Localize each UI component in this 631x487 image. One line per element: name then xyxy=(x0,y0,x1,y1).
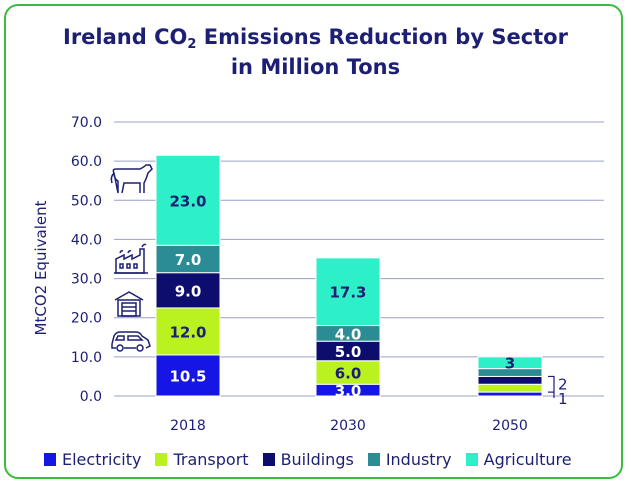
bar-segment xyxy=(477,375,543,385)
house-icon xyxy=(114,291,144,317)
y-tick-label: 30.0 xyxy=(71,272,102,288)
data-label: 12.0 xyxy=(169,323,206,341)
data-label: 4.0 xyxy=(335,325,362,343)
legend-item: Agriculture xyxy=(465,449,572,469)
legend-swatch xyxy=(465,452,478,466)
title-line1-post: Emissions Reduction by Sector xyxy=(196,25,568,49)
data-label: 23.0 xyxy=(169,192,206,210)
data-label: 3.0 xyxy=(335,382,362,400)
data-label: 10.5 xyxy=(169,367,206,385)
y-tick-label: 10.0 xyxy=(71,350,102,366)
legend-swatch xyxy=(44,452,56,466)
y-tick-label: 60.0 xyxy=(71,154,102,170)
y-tick-label: 40.0 xyxy=(71,232,102,248)
legend-swatch xyxy=(155,452,168,466)
data-label: 9.0 xyxy=(175,282,202,300)
bar-segment xyxy=(477,391,543,397)
x-tick-label: 2030 xyxy=(330,418,366,434)
bar-segment xyxy=(155,244,221,274)
bar-segment xyxy=(155,307,221,356)
x-tick-label: 2050 xyxy=(492,418,528,434)
factory-icon xyxy=(114,243,148,274)
bar-segment xyxy=(477,383,543,393)
data-label: 5.0 xyxy=(335,343,362,361)
legend-swatch xyxy=(262,452,275,466)
y-tick-label: 20.0 xyxy=(71,311,102,327)
legend-label: Electricity xyxy=(62,449,142,469)
x-tick-label: 2018 xyxy=(170,418,206,434)
legend-label: Transport xyxy=(173,449,249,469)
title-subscript: 2 xyxy=(187,37,197,52)
annotation-label: 2 xyxy=(558,375,568,393)
chart-frame xyxy=(4,4,623,479)
cow-icon xyxy=(110,164,153,194)
car-icon xyxy=(111,331,151,352)
y-tick-label: 0.0 xyxy=(80,389,102,405)
data-label: 7.0 xyxy=(175,251,202,269)
title-line2: in Million Tons xyxy=(230,55,401,79)
legend-item: Electricity xyxy=(44,450,141,469)
bracket-mark xyxy=(548,375,555,393)
data-label: 3 xyxy=(505,355,515,373)
annotation-label: 1 xyxy=(558,390,568,408)
legend-item: Industry xyxy=(367,449,452,469)
y-tick-label: 50.0 xyxy=(71,193,102,209)
y-axis-label: MtCO2 Equivalent xyxy=(32,200,50,335)
legend-label: Agriculture xyxy=(483,449,572,469)
bracket-mark xyxy=(548,391,555,398)
legend-label: Industry xyxy=(385,449,452,469)
legend-swatch xyxy=(367,452,380,466)
chart-legend: Electricity Transport Buildings Industry Agr… xyxy=(44,449,572,469)
data-label: 6.0 xyxy=(335,365,362,383)
y-tick-label: 70.0 xyxy=(71,115,102,131)
legend-item: Transport xyxy=(155,449,249,469)
chart-title: Ireland CO2 Emissions Reduction by Secto… xyxy=(0,22,631,82)
title-line1-pre: Ireland CO xyxy=(63,25,188,49)
data-label: 17.3 xyxy=(329,284,366,302)
legend-item: Buildings xyxy=(262,449,354,469)
bar-segment xyxy=(155,154,221,246)
legend-label: Buildings xyxy=(280,449,354,469)
bar-segment xyxy=(315,257,381,327)
bar-segment xyxy=(155,354,221,397)
bar-segment xyxy=(477,356,543,370)
bar-segment xyxy=(155,272,221,309)
